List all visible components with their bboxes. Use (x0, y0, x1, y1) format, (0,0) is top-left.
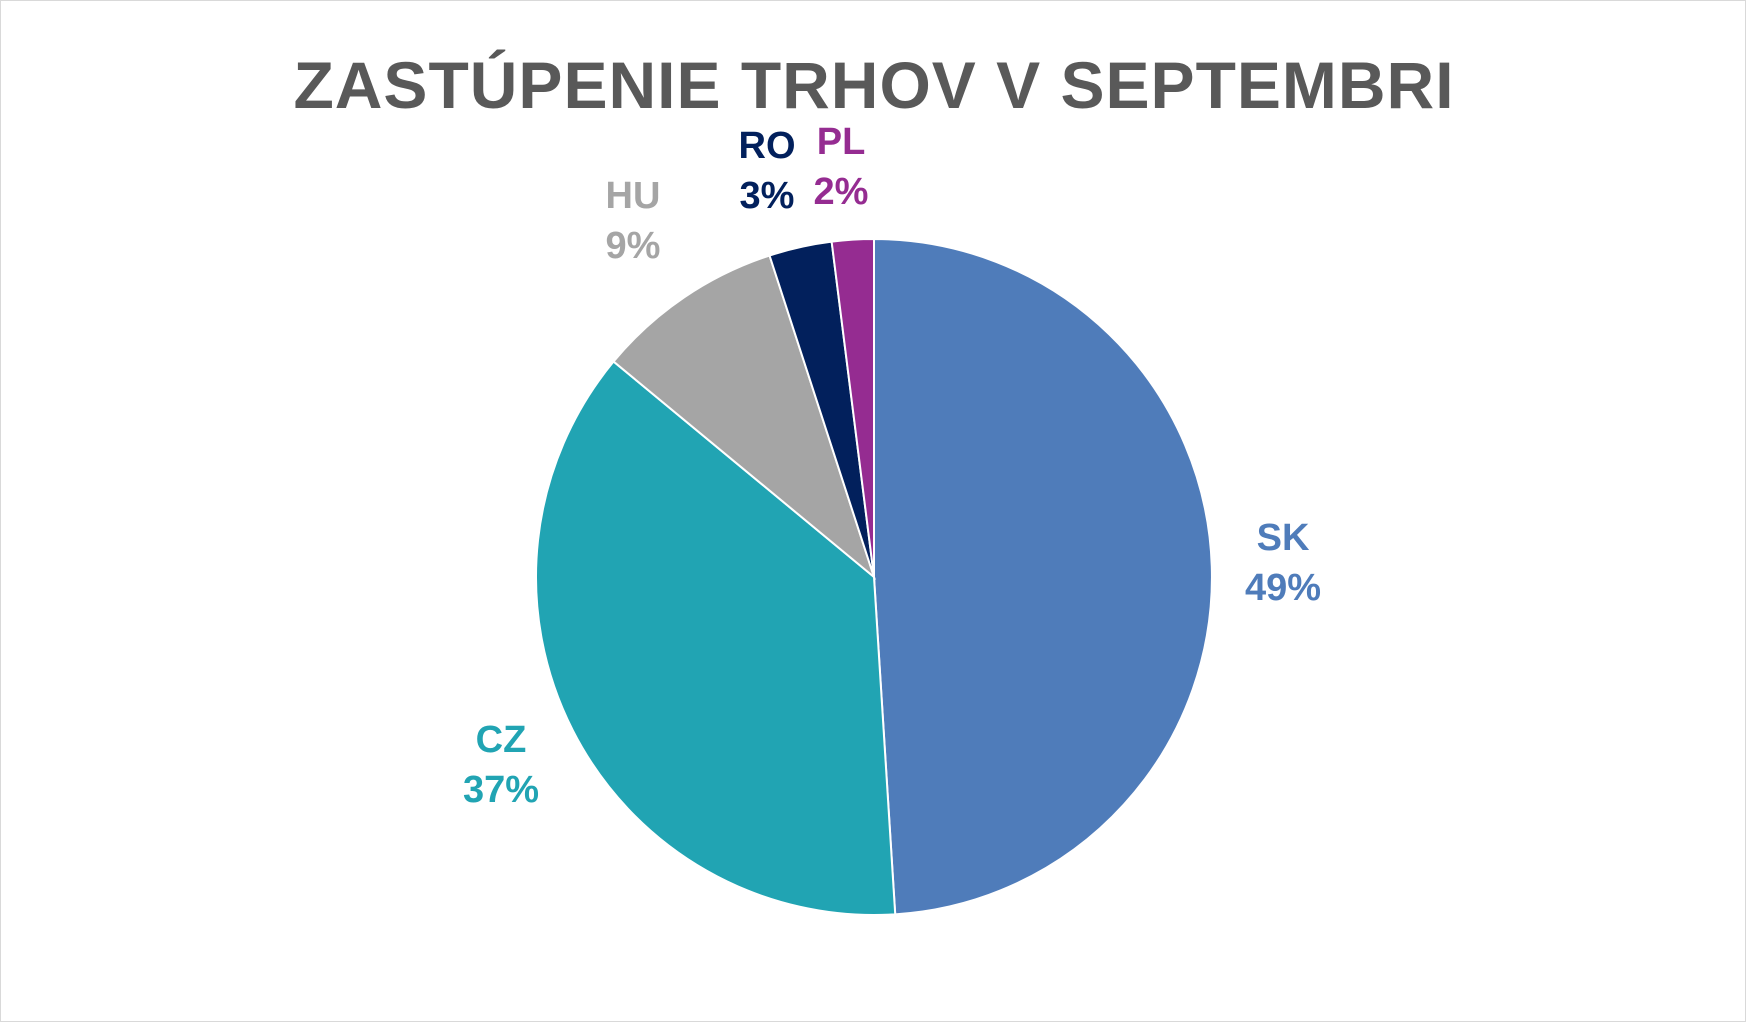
pie-slice-sk (873, 237, 1213, 916)
data-label-ro: RO 3% (697, 121, 837, 221)
data-label-cz-value: 37% (462, 769, 540, 811)
data-label-hu-value: 9% (605, 225, 661, 267)
pie-slice-cz (535, 360, 897, 916)
pie-slice-pl (830, 237, 875, 578)
data-label-cz-name: CZ (475, 719, 527, 761)
data-label-hu-name: HU (605, 175, 661, 217)
data-label-pl: PL 2% (771, 117, 911, 217)
data-label-sk-name: SK (1256, 517, 1310, 559)
data-label-sk: SK 49% (1213, 513, 1353, 613)
data-label-hu: HU 9% (563, 171, 703, 271)
data-label-sk-value: 49% (1244, 567, 1322, 609)
pie-slice-hu (612, 254, 877, 580)
data-label-ro-name: RO (738, 125, 796, 167)
data-label-cz: CZ 37% (431, 715, 571, 815)
chart-title: ZASTÚPENIE TRHOV V SEPTEMBRI (293, 48, 1455, 122)
data-label-pl-value: 2% (813, 171, 869, 213)
data-label-ro-value: 3% (739, 175, 795, 217)
data-label-pl-name: PL (816, 121, 866, 163)
